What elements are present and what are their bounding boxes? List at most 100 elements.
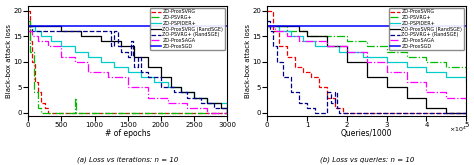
- ZO-PSPIDER+: [384, 61, 390, 63]
- ZO-PSPIDER+: [300, 35, 306, 37]
- ZO-ProxSAGA: [35, 35, 41, 37]
- ZO-PSPIDER+: [25, 25, 31, 27]
- ZO-PSPIDER+: [164, 86, 170, 88]
- Line: ZO-ProxSVRG (RandSGE): ZO-ProxSVRG (RandSGE): [28, 26, 227, 113]
- Line: ZO-PSVRG+ (RandSGE): ZO-PSVRG+ (RandSGE): [267, 21, 466, 113]
- ZO-ProxSAGA: [264, 25, 270, 27]
- ZO-PSVRG+ (RandSGE): [211, 102, 217, 104]
- ZO-ProxSAGA: [284, 30, 290, 32]
- ZO-ProxSVRG (RandSGE): [264, 25, 270, 27]
- ZO-ProxSVRG: [300, 66, 306, 68]
- ZO-PSVRG+ (RandSGE): [320, 112, 326, 114]
- ZO-PSVRG+: [73, 112, 79, 114]
- Legend: ZO-ProxSVRG, ZO-PSVRG+, ZO-PSPIDER+, ZO-ProxSVRG (RandSGE), ZO-PSVRG+ (RandSGE),: ZO-ProxSVRG, ZO-PSVRG+, ZO-PSPIDER+, ZO-…: [389, 8, 464, 50]
- ZO-ProxSAGA: [364, 51, 370, 53]
- ZO-PSPIDER+: [288, 35, 294, 37]
- ZO-ProxSAGA: [404, 81, 410, 83]
- ZO-PSPIDER+: [444, 71, 449, 73]
- ZO-PSVRG+ (RandSGE): [145, 71, 150, 73]
- ZO-PSPIDER+: [85, 51, 91, 53]
- ZO-PSPIDER+: [404, 66, 410, 68]
- ZO-PSVRG+ (RandSGE): [320, 112, 326, 114]
- ZO-PSVRG+: [38, 107, 44, 109]
- ZO-PSVRG+ (RandSGE): [171, 92, 177, 94]
- ZO-PSVRG+ (RandSGE): [304, 102, 310, 104]
- ZO-ProxSAGA: [424, 81, 429, 83]
- ZO-ProxSVRG (RandSGE): [191, 92, 197, 94]
- ZO-ProxSVRG: [300, 71, 306, 73]
- ZO-PSVRG+ (RandSGE): [324, 112, 330, 114]
- ZO-ProxSAGA: [85, 71, 91, 73]
- ZO-ProxSVRG (RandSGE): [131, 46, 137, 48]
- ZO-PSVRG+: [78, 112, 84, 114]
- ZO-PSVRG+: [464, 71, 469, 73]
- ZO-ProxSVRG (RandSGE): [464, 112, 469, 114]
- ZO-PSVRG+: [25, 20, 31, 22]
- ZO-ProxSVRG: [308, 71, 314, 73]
- ZO-PSPIDER+: [138, 76, 144, 78]
- ZO-PSVRG+ (RandSGE): [171, 86, 177, 88]
- ZO-PSPIDER+: [276, 25, 282, 27]
- Line: ZO-ProxSVRG (RandSGE): ZO-ProxSVRG (RandSGE): [267, 26, 466, 113]
- ZO-ProxSVRG (RandSGE): [158, 76, 164, 78]
- ZO-ProxSVRG: [35, 81, 41, 83]
- ZO-PSPIDER+: [372, 56, 377, 58]
- ZO-ProxSVRG (RandSGE): [344, 61, 350, 63]
- ZO-PSPIDER+: [336, 51, 342, 53]
- ZO-ProxSVRG (RandSGE): [168, 86, 173, 88]
- ZO-PSPIDER+: [276, 30, 282, 32]
- ZO-PSVRG+: [284, 25, 290, 27]
- ZO-PSVRG+ (RandSGE): [32, 30, 37, 32]
- ZO-ProxSVRG: [332, 97, 338, 99]
- ZO-ProxSAGA: [284, 35, 290, 37]
- ZO-PSPIDER+: [178, 86, 183, 88]
- ZO-ProxSAGA: [273, 30, 278, 32]
- ZO-ProxSVRG: [27, 40, 33, 42]
- ZO-PSPIDER+: [191, 97, 197, 99]
- ZO-PSVRG+: [464, 66, 469, 68]
- ZO-PSPIDER+: [288, 30, 294, 32]
- ZO-ProxSVRG (RandSGE): [158, 66, 164, 68]
- ZO-PSPIDER+: [348, 51, 354, 53]
- ZO-ProxSVRG (RandSGE): [58, 25, 64, 27]
- ZO-ProxSVRG (RandSGE): [384, 76, 390, 78]
- ZO-PSVRG+: [384, 46, 390, 48]
- ZO-PSVRG+ (RandSGE): [198, 102, 203, 104]
- ZO-PSVRG+ (RandSGE): [108, 30, 114, 32]
- ZO-ProxSVRG (RandSGE): [178, 86, 183, 88]
- ZO-PSVRG+: [31, 51, 36, 53]
- ZO-PSPIDER+: [324, 46, 330, 48]
- ZO-PSVRG+ (RandSGE): [274, 61, 280, 63]
- ZO-PSPIDER+: [224, 102, 230, 104]
- ZO-ProxSVRG (RandSGE): [178, 92, 183, 94]
- ZO-ProxSAGA: [324, 46, 330, 48]
- ZO-ProxSVRG (RandSGE): [118, 40, 124, 42]
- ZO-PSVRG+ (RandSGE): [464, 112, 469, 114]
- Line: ZO-PSVRG+: ZO-PSVRG+: [28, 21, 227, 113]
- ZO-PSPIDER+: [72, 46, 77, 48]
- ZO-PSVRG+: [444, 66, 449, 68]
- ZO-PSVRG+ (RandSGE): [280, 76, 286, 78]
- ZO-ProxSVRG: [224, 112, 230, 114]
- ZO-ProxSVRG (RandSGE): [464, 112, 469, 114]
- ZO-ProxSAGA: [273, 25, 278, 27]
- ZO-ProxSVRG (RandSGE): [364, 76, 370, 78]
- ZO-PSPIDER+: [38, 35, 44, 37]
- Y-axis label: Black-box attack loss: Black-box attack loss: [245, 24, 251, 98]
- ZO-ProxSVRG: [45, 112, 51, 114]
- ZO-PSVRG+ (RandSGE): [130, 56, 136, 58]
- ZO-PSVRG+ (RandSGE): [125, 51, 130, 53]
- ZO-PSVRG+: [224, 112, 230, 114]
- ZO-ProxSVRG: [464, 112, 469, 114]
- ZO-ProxSVRG: [48, 112, 54, 114]
- ZO-PSPIDER+: [58, 40, 64, 42]
- ZO-ProxSAGA: [145, 86, 150, 88]
- ZO-PSVRG+ (RandSGE): [328, 102, 334, 104]
- ZO-PSVRG+: [72, 112, 77, 114]
- ZO-PSVRG+: [31, 92, 36, 94]
- ZO-PSVRG+ (RandSGE): [158, 86, 164, 88]
- ZO-PSVRG+ (RandSGE): [28, 30, 34, 32]
- ZO-ProxSAGA: [125, 76, 130, 78]
- ZO-PSVRG+: [296, 30, 302, 32]
- ZO-ProxSVRG (RandSGE): [444, 107, 449, 109]
